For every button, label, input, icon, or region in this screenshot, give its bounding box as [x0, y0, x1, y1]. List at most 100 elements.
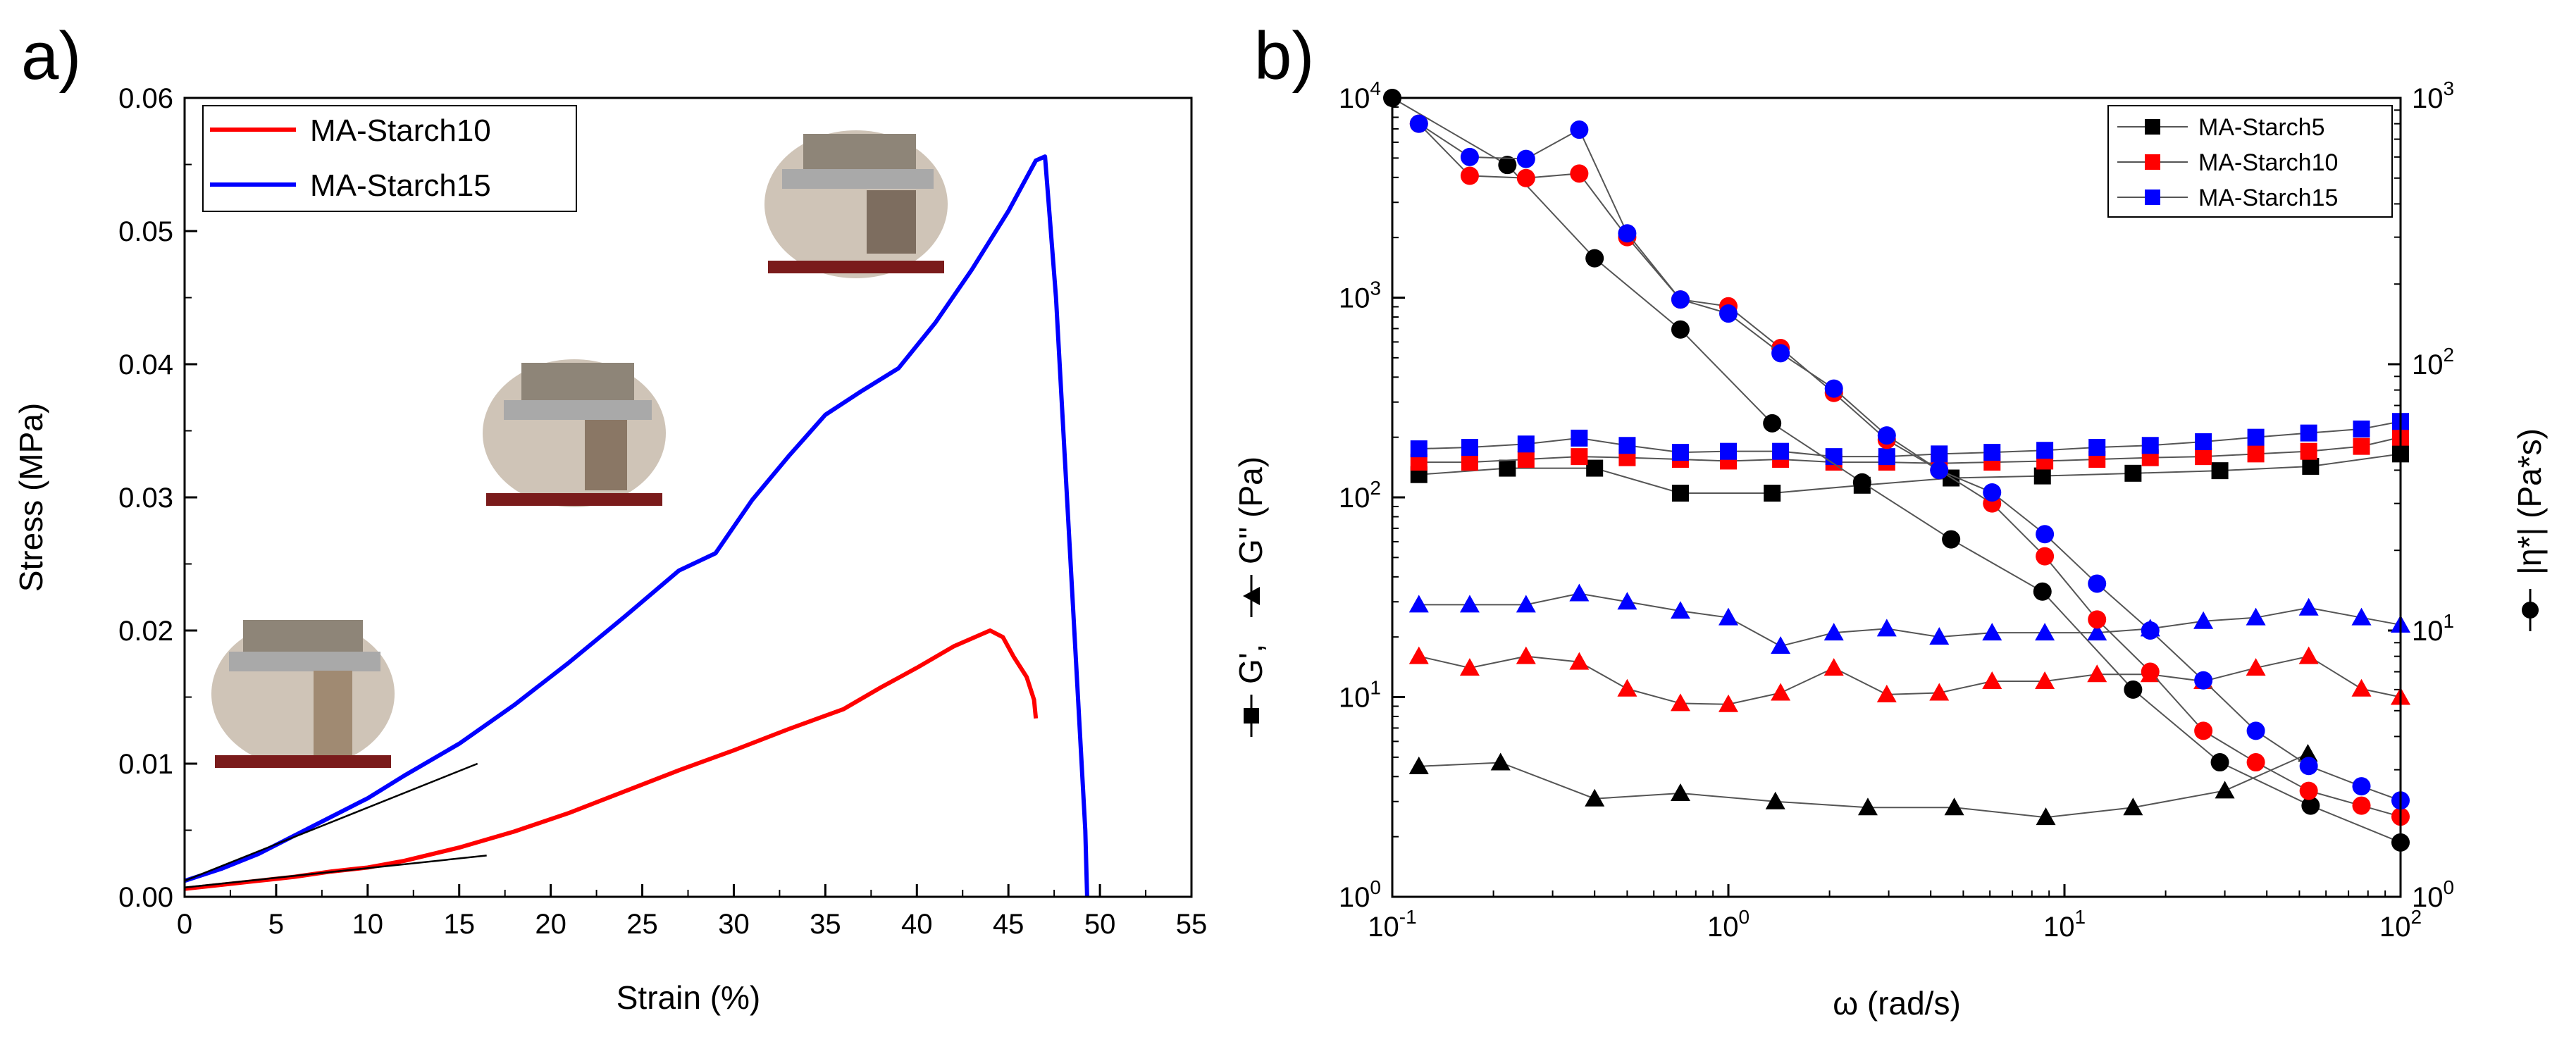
- b-point-triangle: [1929, 627, 1950, 645]
- b-point-triangle: [1585, 788, 1605, 807]
- b-point-circle: [2352, 796, 2371, 815]
- b-point-triangle: [2123, 797, 2143, 816]
- b-point-triangle: [1876, 619, 1897, 637]
- b-plot-frame: [1391, 97, 2402, 898]
- b-point-circle: [2299, 757, 2318, 776]
- b-point-triangle: [1765, 791, 1785, 809]
- panel-b-label: b): [1254, 18, 1314, 94]
- b-point-square: [2211, 462, 2229, 480]
- panel-a-label: a): [21, 18, 81, 94]
- b-point-square: [1618, 437, 1636, 454]
- b-point-square: [1825, 448, 1843, 466]
- b-series-3: [1408, 744, 2318, 826]
- b-point-square: [2300, 424, 2317, 442]
- a-slope-lines: [184, 762, 487, 889]
- b-point-triangle: [1982, 671, 2002, 690]
- b-point-triangle: [2193, 611, 2214, 629]
- b-point-square: [1461, 454, 1478, 471]
- b-point-square: [2353, 437, 2370, 455]
- b-point-circle: [2301, 796, 2320, 815]
- b-x-tick-label: 10-1: [1368, 906, 1416, 943]
- b-point-circle: [1460, 166, 1479, 185]
- b-point-square: [1571, 429, 1588, 447]
- b-point-triangle: [1408, 595, 1429, 613]
- b-point-circle: [2033, 582, 2052, 601]
- a-y-axis-title: Stress (MPa): [13, 403, 49, 592]
- a-y-tick-label: 0.03: [118, 483, 173, 514]
- b-point-circle: [1671, 320, 1690, 339]
- b-legend: MA-Starch5 MA-Starch10 MA-Starch15: [2107, 105, 2393, 218]
- b-point-circle: [2246, 753, 2265, 772]
- b-point-triangle: [2298, 744, 2318, 762]
- b-point-triangle: [1569, 652, 1590, 670]
- a-legend: MA-Starch10 MA-Starch15: [202, 105, 577, 212]
- b-point-triangle: [1823, 658, 1844, 676]
- b-legend-marker-starch15: [2145, 190, 2160, 205]
- b-point-circle: [1570, 120, 1589, 139]
- b-point-triangle: [1823, 623, 1844, 641]
- a-x-tick-label: 10: [352, 909, 384, 940]
- b-series-line: [1418, 123, 2401, 802]
- b-point-triangle: [1617, 678, 1637, 697]
- b-y-right-tick-label: 102: [2412, 344, 2454, 380]
- b-point-triangle: [1490, 752, 1511, 771]
- b-x-axis-title: ω (rad/s): [1833, 985, 1961, 1022]
- b-y-tick-label: 102: [1339, 477, 1381, 514]
- a-x-tick-label: 30: [718, 909, 750, 940]
- b-point-triangle: [1670, 783, 1690, 802]
- a-series-line-ma-starch15: [184, 154, 1089, 898]
- b-series-line: [1392, 97, 2401, 843]
- b-point-circle: [1824, 379, 1843, 398]
- b-point-square: [1772, 442, 1790, 460]
- b-legend-marker-starch10: [2145, 154, 2160, 170]
- b-point-triangle: [2087, 623, 2107, 641]
- b-point-triangle: [1516, 646, 1536, 664]
- b-point-circle: [2299, 781, 2318, 800]
- b-point-triangle: [2351, 678, 2372, 697]
- b-point-circle: [1852, 473, 1871, 492]
- b-series-line: [1418, 592, 2401, 647]
- a-legend-label-starch10: MA-Starch10: [310, 113, 491, 148]
- b-point-square: [1571, 448, 1588, 466]
- b-point-triangle: [2035, 623, 2055, 641]
- b-point-square: [2302, 457, 2320, 475]
- b-point-circle: [1618, 224, 1637, 243]
- b-point-circle: [2036, 547, 2055, 566]
- b-legend-label-starch5: MA-Starch5: [2198, 114, 2325, 141]
- rheology-chart: 10-1 100 101 102100101102103104100101102103…: [1232, 77, 2548, 1022]
- a-x-tick-label: 25: [626, 909, 658, 940]
- b-ylabel-square-icon: [1244, 708, 1259, 724]
- b-point-square: [1586, 459, 1604, 477]
- b-legend-label-starch15: MA-Starch15: [2198, 185, 2338, 211]
- b-legend-marker-starch5: [2145, 119, 2160, 135]
- b-point-circle: [1409, 114, 1428, 133]
- b-point-triangle: [1569, 583, 1590, 602]
- b-point-square: [2036, 442, 2054, 459]
- b-ylabel-circle-icon: [2522, 602, 2539, 619]
- b-point-triangle: [1516, 595, 1536, 613]
- b-point-triangle: [1408, 646, 1429, 664]
- b-ylabel-triangle-icon: [1243, 587, 1260, 605]
- b-ylabel-gprime: G',: [1232, 644, 1269, 684]
- b-point-square: [2247, 428, 2265, 446]
- b-y-tick-label: 101: [1339, 677, 1381, 714]
- b-point-triangle: [1617, 592, 1637, 610]
- b-series-8: [1409, 114, 2410, 810]
- b-series: [1383, 89, 2410, 852]
- b-point-square: [2247, 445, 2265, 463]
- b-point-square: [1983, 444, 2001, 461]
- b-point-square: [2195, 448, 2212, 466]
- b-point-circle: [1671, 290, 1690, 309]
- b-point-circle: [1942, 530, 1961, 549]
- b-point-square: [1764, 484, 1781, 502]
- b-point-triangle: [1929, 683, 1950, 701]
- b-point-circle: [1460, 147, 1479, 166]
- b-point-triangle: [2215, 781, 2235, 799]
- b-point-triangle: [2246, 658, 2266, 676]
- b-point-circle: [1983, 483, 2002, 502]
- b-point-triangle: [1857, 797, 1878, 816]
- a-x-tick-label: 55: [1176, 909, 1208, 940]
- b-point-circle: [2352, 777, 2371, 796]
- b-point-circle: [2210, 753, 2229, 772]
- b-point-triangle: [1876, 684, 1897, 702]
